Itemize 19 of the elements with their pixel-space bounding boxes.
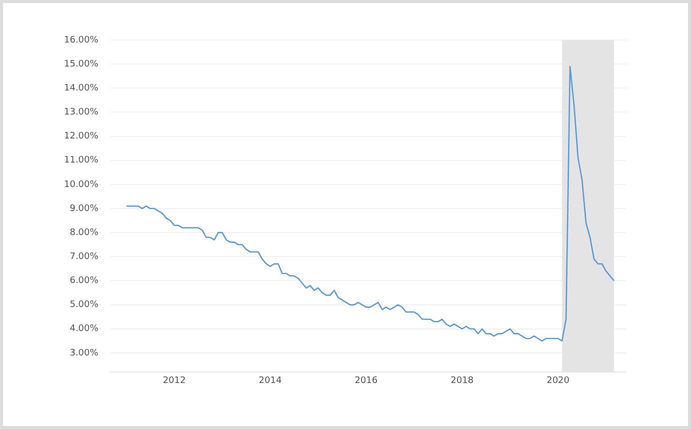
y-tick-label: 3.00% xyxy=(70,348,99,358)
y-tick-label: 11.00% xyxy=(64,156,99,166)
x-tick-label: 2020 xyxy=(546,376,570,386)
y-tick-label: 14.00% xyxy=(64,83,99,94)
y-tick-label: 15.00% xyxy=(64,59,99,70)
x-tick-label: 2014 xyxy=(258,376,282,386)
y-tick-label: 13.00% xyxy=(64,108,99,118)
y-tick-label: 7.00% xyxy=(70,252,99,262)
y-tick-label: 6.00% xyxy=(70,276,99,286)
y-tick-label: 16.00% xyxy=(64,35,99,46)
y-tick-label: 9.00% xyxy=(70,204,99,214)
y-tick-label: 5.00% xyxy=(70,300,99,310)
x-tick-label: 2018 xyxy=(450,376,474,386)
x-tick-label: 2012 xyxy=(162,376,186,386)
y-tick-label: 10.00% xyxy=(64,180,99,190)
y-tick-label: 4.00% xyxy=(70,324,99,334)
y-tick-label: 12.00% xyxy=(64,132,99,142)
x-tick-label: 2016 xyxy=(354,376,378,386)
y-tick-label: 8.00% xyxy=(70,228,99,238)
